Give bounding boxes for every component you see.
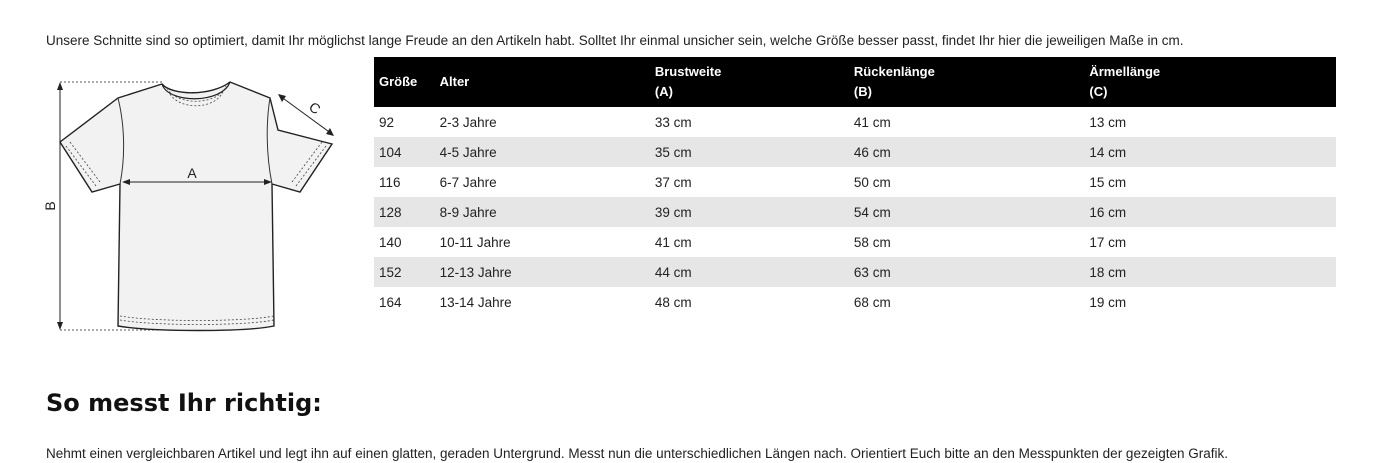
header-age: Alter [434, 57, 650, 107]
header-sleeve-title: Ärmellänge [1089, 64, 1161, 79]
cell-size: 104 [374, 137, 435, 167]
size-chart-table: Größe Alter Brustweite (A) Rückenlänge (… [374, 57, 1336, 317]
table-row: 104 4-5 Jahre 35 cm 46 cm 14 cm [374, 137, 1336, 167]
label-a: A [187, 165, 197, 181]
section-title: So messt Ihr richtig: [46, 389, 322, 417]
cell-size: 152 [374, 257, 435, 287]
cell-size: 128 [374, 197, 435, 227]
cell-back: 41 cm [853, 114, 891, 130]
cell-back: 58 cm [853, 234, 891, 250]
cell-size: 116 [379, 174, 401, 190]
sleeve-measure-line [279, 95, 333, 135]
label-b: B [44, 201, 58, 210]
cell-chest: 48 cm [654, 294, 692, 310]
cell-age: 6-7 Jahre [439, 174, 497, 190]
table-row: 140 10-11 Jahre 41 cm 58 cm 17 cm [374, 227, 1336, 257]
cell-chest: 39 cm [649, 197, 849, 227]
header-back-title: Rückenlänge [853, 64, 935, 79]
cell-age: 13-14 Jahre [439, 294, 512, 310]
cell-back: 46 cm [848, 137, 1085, 167]
header-sleeve: Ärmellänge (C) [1084, 57, 1336, 107]
cell-age: 12-13 Jahre [434, 257, 650, 287]
cell-sleeve: 14 cm [1084, 137, 1336, 167]
cell-size: 164 [379, 294, 402, 310]
cell-sleeve: 19 cm [1089, 294, 1127, 310]
cell-size: 92 [379, 114, 395, 130]
cell-age: 4-5 Jahre [434, 137, 650, 167]
header-sleeve-key: (C) [1089, 84, 1108, 99]
table-row: 164 13-14 Jahre 48 cm 68 cm 19 cm [374, 287, 1336, 317]
cell-sleeve: 15 cm [1089, 174, 1127, 190]
header-chest-key: (A) [654, 84, 673, 99]
cell-size: 140 [379, 234, 402, 250]
header-size: Größe [374, 57, 435, 107]
cell-back: 63 cm [848, 257, 1085, 287]
table-row: 92 2-3 Jahre 33 cm 41 cm 13 cm [374, 107, 1336, 137]
cell-chest: 41 cm [654, 234, 692, 250]
cell-chest: 37 cm [654, 174, 692, 190]
header-back-key: (B) [853, 84, 872, 99]
intro-text: Unsere Schnitte sind so optimiert, damit… [46, 32, 1184, 48]
table-row: 152 12-13 Jahre 44 cm 63 cm 18 cm [374, 257, 1336, 287]
table-row: 116 6-7 Jahre 37 cm 50 cm 15 cm [374, 167, 1336, 197]
tshirt-measurement-diagram: A B C [44, 81, 334, 332]
tshirt-outline [59, 81, 334, 332]
cell-age: 10-11 Jahre [439, 234, 511, 250]
table-header-row: Größe Alter Brustweite (A) Rückenlänge (… [374, 57, 1336, 107]
cell-back: 54 cm [848, 197, 1085, 227]
cell-back: 50 cm [853, 174, 891, 190]
table-row: 128 8-9 Jahre 39 cm 54 cm 16 cm [374, 197, 1336, 227]
instructions-text: Nehmt einen vergleichbaren Artikel und l… [46, 445, 1228, 461]
cell-chest: 33 cm [654, 114, 692, 130]
header-back: Rückenlänge (B) [848, 57, 1085, 107]
cell-sleeve: 13 cm [1089, 114, 1127, 130]
header-chest-title: Brustweite [654, 64, 722, 79]
cell-back: 68 cm [853, 294, 891, 310]
cell-age: 8-9 Jahre [434, 197, 650, 227]
cell-age: 2-3 Jahre [439, 114, 497, 130]
cell-sleeve: 18 cm [1084, 257, 1336, 287]
cell-sleeve: 17 cm [1089, 234, 1127, 250]
label-c: C [306, 98, 323, 117]
cell-chest: 35 cm [649, 137, 849, 167]
header-chest: Brustweite (A) [649, 57, 849, 107]
cell-chest: 44 cm [649, 257, 849, 287]
cell-sleeve: 16 cm [1084, 197, 1336, 227]
